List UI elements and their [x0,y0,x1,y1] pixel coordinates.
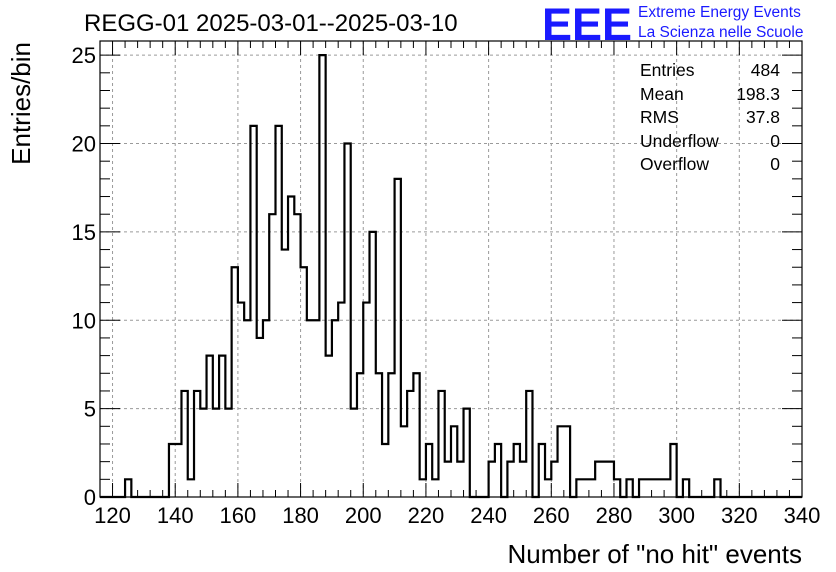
stats-value: 198.3 [736,83,780,104]
x-tick-label: 220 [408,503,445,528]
x-tick-label: 340 [784,503,821,528]
grid-lines [100,41,803,497]
x-tick-label: 240 [470,503,507,528]
stats-label: Entries [640,60,695,80]
logo-line-1: Extreme Energy Events [638,4,801,21]
y-tick-label: 5 [84,397,96,422]
y-tick-labels: 0 5 10 15 20 25 [72,43,96,510]
y-tick-label: 25 [72,43,96,68]
y-tick-label: 0 [84,485,96,510]
logo-line-2: La Scienza nelle Scuole [638,24,804,41]
x-axis-label: Number of "no hit" events [508,539,803,569]
stats-value: 0 [770,154,780,174]
x-tick-label: 300 [658,503,695,528]
y-axis-label: Entries/bin [6,42,36,165]
x-tick-label: 180 [282,503,319,528]
y-tick-label: 15 [72,220,96,245]
stats-row-underflow: Underflow 0 [640,130,780,154]
stats-value: 37.8 [745,107,780,127]
stats-row-rms: RMS 37.8 [640,106,780,130]
stats-value: 0 [770,130,780,151]
stats-label: Overflow [640,154,710,174]
x-tick-label: 280 [596,503,633,528]
x-tick-labels: 120 140 160 180 200 220 240 260 280 300 320 340 [94,503,820,528]
x-tick-label: 120 [94,503,131,528]
stats-box: Entries 484 Mean 198.3 RMS 37.8 Underflo… [640,59,780,177]
stats-row-mean: Mean 198.3 [640,83,780,107]
stats-value: 484 [750,60,780,80]
y-tick-label: 10 [72,308,96,333]
stats-row-entries: Entries 484 [640,59,780,83]
stats-label: Mean [640,83,684,104]
y-tick-label: 20 [72,132,96,157]
logo-mark: EEE [542,2,632,44]
x-tick-label: 140 [157,503,194,528]
stats-label: RMS [640,107,679,127]
x-tick-label: 260 [533,503,570,528]
chart-title: REGG-01 2025-03-01--2025-03-10 [84,10,458,37]
x-tick-label: 200 [345,503,382,528]
stats-label: Underflow [640,130,719,151]
axis-ticks [100,41,803,498]
x-tick-label: 320 [721,503,758,528]
stats-row-overflow: Overflow 0 [640,153,780,177]
eee-logo-icon: EEE [542,2,632,44]
x-tick-label: 160 [220,503,257,528]
